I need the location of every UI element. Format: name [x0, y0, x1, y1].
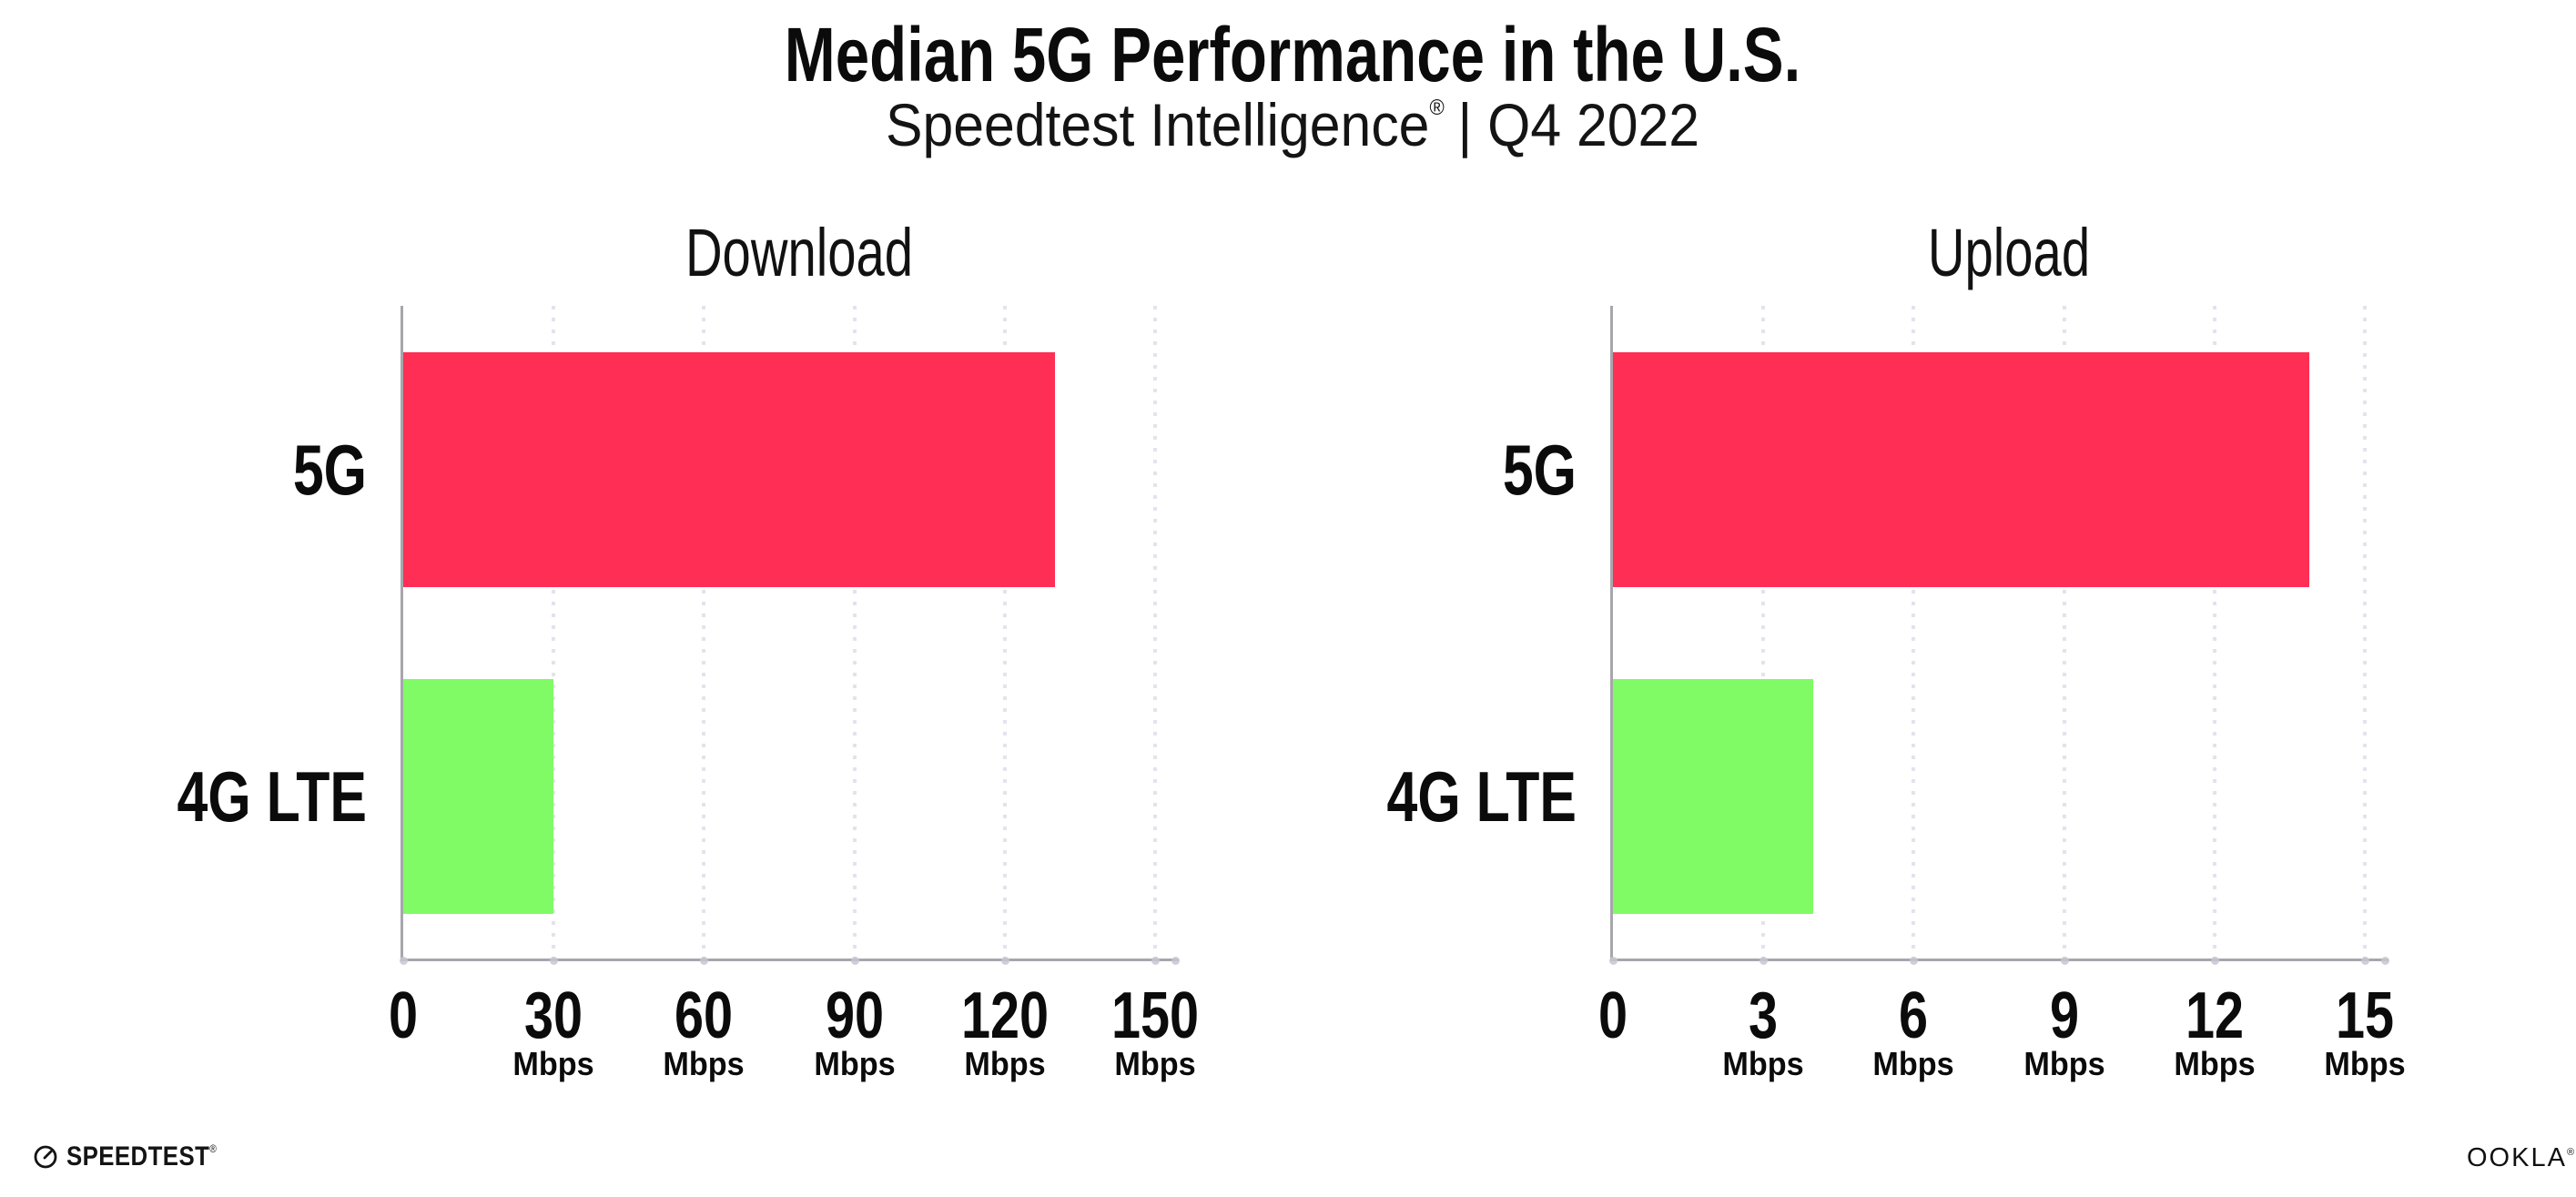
x-tick-label-15: 15: [2335, 979, 2395, 1052]
page-title: Median 5G Performance in the U.S.: [784, 12, 1801, 97]
plot-area: [1609, 306, 2389, 965]
x-axis-extension: [2365, 959, 2388, 961]
gridline-60: [702, 306, 706, 959]
axis-tick-dot: [1000, 957, 1009, 965]
x-tick-unit-3: Mbps: [1722, 1045, 1804, 1082]
gridline-120: [1002, 306, 1007, 959]
chart-title-download: Download: [685, 215, 914, 290]
axis-tick-dot: [2060, 957, 2069, 965]
category-label-4g-lte: 4G LTE: [177, 756, 367, 837]
x-tick-label-90: 90: [825, 979, 884, 1052]
plot-area: [400, 306, 1180, 965]
x-tick-label-60: 60: [674, 979, 734, 1052]
subtitle-brand: Speedtest Intelligence: [885, 91, 1430, 158]
x-tick-label-150: 150: [1111, 979, 1200, 1052]
axis-tick-dot: [2210, 957, 2219, 965]
speedtest-wordmark: SPEEDTEST®: [66, 1141, 217, 1172]
ookla-logo: OOKLA®: [2467, 1143, 2574, 1173]
x-tick-unit-120: Mbps: [964, 1045, 1046, 1082]
axis-tick-dot: [1760, 957, 1769, 965]
x-tick-unit-30: Mbps: [512, 1045, 594, 1082]
category-label-5g: 5G: [292, 430, 367, 510]
bar-4g-lte: [403, 679, 554, 914]
axis-tick-dot: [700, 957, 709, 965]
x-tick-label-30: 30: [524, 979, 583, 1052]
speedtest-label-text: SPEEDTEST: [66, 1141, 210, 1172]
x-tick-label-0: 0: [388, 979, 419, 1052]
axis-tick-dot: [1910, 957, 1919, 965]
x-tick-unit-6: Mbps: [1872, 1045, 1955, 1082]
gridline-12: [2212, 306, 2216, 959]
speedtest-logo: SPEEDTEST®: [33, 1141, 241, 1172]
x-axis-extension: [1155, 959, 1179, 961]
gridline-90: [852, 306, 857, 959]
ookla-registered-mark: ®: [2566, 1147, 2575, 1158]
x-tick-label-12: 12: [2185, 979, 2244, 1052]
x-tick-unit-90: Mbps: [813, 1045, 896, 1082]
category-label-5g: 5G: [1502, 430, 1577, 510]
x-tick-label-6: 6: [1899, 979, 1929, 1052]
gridline-30: [552, 306, 556, 959]
x-tick-label-9: 9: [2049, 979, 2079, 1052]
x-tick-unit-60: Mbps: [663, 1045, 745, 1082]
speedtest-registered-mark: ®: [209, 1142, 218, 1155]
axis-tick-dot: [2381, 957, 2389, 965]
x-tick-label-120: 120: [960, 979, 1049, 1052]
gridline-3: [1761, 306, 1766, 959]
axis-tick-dot: [550, 957, 559, 965]
x-tick-unit-9: Mbps: [2023, 1045, 2105, 1082]
subtitle-period: | Q4 2022: [1457, 91, 1700, 158]
axis-tick-dot: [2361, 957, 2369, 965]
gauge-icon: [34, 1145, 57, 1169]
bar-5g: [1613, 352, 2310, 587]
gridline-9: [2062, 306, 2066, 959]
axis-tick-dot: [1609, 957, 1618, 965]
x-tick-unit-150: Mbps: [1114, 1045, 1196, 1082]
bar-5g: [403, 352, 1055, 587]
x-tick-unit-12: Mbps: [2174, 1045, 2256, 1082]
gridline-15: [2363, 306, 2367, 959]
ookla-label-text: OOKLA: [2467, 1143, 2567, 1172]
gridline-150: [1153, 306, 1157, 959]
bar-4g-lte: [1613, 679, 1814, 914]
axis-tick-dot: [400, 957, 408, 965]
axis-tick-dot: [850, 957, 859, 965]
chart-title-upload: Upload: [1927, 215, 2091, 290]
registered-trademark-mark: ®: [1429, 96, 1445, 120]
x-tick-unit-15: Mbps: [2324, 1045, 2406, 1082]
page-subtitle: Speedtest Intelligence® | Q4 2022: [886, 93, 1699, 157]
x-tick-label-3: 3: [1749, 979, 1779, 1052]
axis-tick-dot: [1151, 957, 1160, 965]
category-label-4g-lte: 4G LTE: [1386, 756, 1577, 837]
x-tick-label-0: 0: [1597, 979, 1628, 1052]
gridline-6: [1912, 306, 1916, 959]
axis-tick-dot: [1171, 957, 1180, 965]
